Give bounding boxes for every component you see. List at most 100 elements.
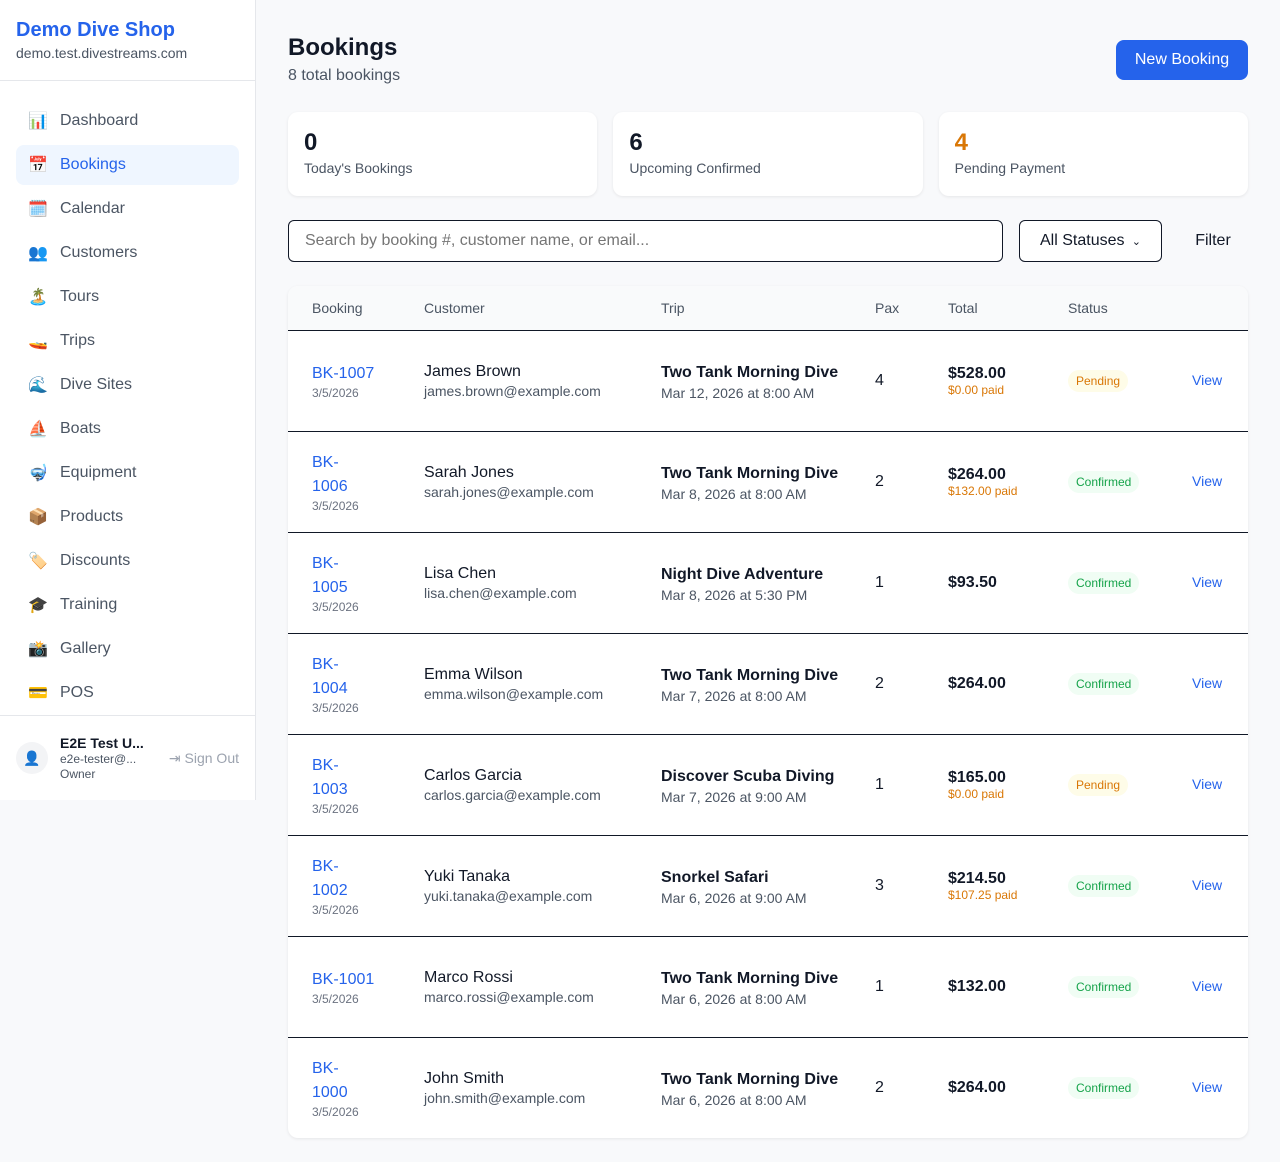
filter-button[interactable]: Filter bbox=[1178, 220, 1248, 262]
table-row: BK-1003 3/5/2026 Carlos Garcia carlos.garc… bbox=[288, 734, 1248, 836]
customer-name: John Smith bbox=[424, 1069, 505, 1087]
stat-value: 4 bbox=[954, 129, 969, 156]
pos-icon: 💳 bbox=[28, 685, 48, 702]
status-badge: Confirmed bbox=[1068, 571, 1140, 594]
table-row: BK-1002 3/5/2026 Yuki Tanaka yuki.tanaka@e… bbox=[288, 835, 1248, 937]
booking-link[interactable]: BK-1000 bbox=[312, 1059, 348, 1101]
sidebar-item-boats[interactable]: ⛵ Boats bbox=[16, 409, 239, 449]
equipment-icon: 🤿 bbox=[28, 465, 48, 482]
total: $132.00 bbox=[948, 977, 1006, 995]
sign-out-icon: ⇥ bbox=[168, 749, 185, 766]
sidebar-item-label: Tours bbox=[60, 288, 100, 305]
booking-date: 3/5/2026 bbox=[312, 902, 359, 917]
shop-name[interactable]: Demo Dive Shop bbox=[16, 19, 175, 41]
booking-link[interactable]: BK-1002 bbox=[312, 857, 348, 899]
trips-icon: 🚤 bbox=[28, 333, 48, 350]
products-icon: 📦 bbox=[28, 509, 48, 526]
dashboard-icon: 📊 bbox=[28, 113, 48, 130]
sidebar-item-trips[interactable]: 🚤 Trips bbox=[16, 321, 239, 361]
trip-name: Two Tank Morning Dive bbox=[661, 666, 839, 684]
sidebar-item-equipment[interactable]: 🤿 Equipment bbox=[16, 453, 239, 493]
stat-card: 4 Pending Payment bbox=[938, 112, 1248, 196]
booking-link[interactable]: BK-1003 bbox=[312, 756, 348, 798]
shop-domain: demo.test.divestreams.com bbox=[16, 45, 188, 61]
sidebar-item-calendar[interactable]: 🗓️ Calendar bbox=[16, 189, 239, 229]
sidebar-item-dashboard[interactable]: 📊 Dashboard bbox=[16, 101, 239, 141]
trip-name: Two Tank Morning Dive bbox=[661, 969, 839, 987]
status-badge: Confirmed bbox=[1068, 470, 1140, 493]
sidebar-item-products[interactable]: 📦 Products bbox=[16, 497, 239, 537]
booking-link[interactable]: BK-1007 bbox=[312, 364, 375, 382]
tours-icon: 🏝️ bbox=[28, 289, 48, 306]
booking-link[interactable]: BK-1006 bbox=[312, 453, 348, 495]
view-link[interactable]: View bbox=[1192, 876, 1223, 893]
total: $528.00 bbox=[948, 364, 1006, 382]
paid-amount: $107.25 paid bbox=[948, 887, 1018, 902]
pax: 2 bbox=[851, 633, 924, 735]
trip-date: Mar 7, 2026 at 9:00 AM bbox=[661, 788, 807, 805]
page-subtitle: 8 total bookings bbox=[288, 67, 401, 84]
booking-date: 3/5/2026 bbox=[312, 498, 359, 513]
column-header: Customer bbox=[400, 286, 637, 331]
stat-card: 6 Upcoming Confirmed bbox=[613, 112, 923, 196]
sidebar-item-label: Dashboard bbox=[60, 112, 139, 129]
view-link[interactable]: View bbox=[1192, 674, 1223, 691]
sidebar-item-discounts[interactable]: 🏷️ Discounts bbox=[16, 541, 239, 581]
customer-email: sarah.jones@example.com bbox=[424, 483, 594, 500]
trip-name: Two Tank Morning Dive bbox=[661, 363, 839, 381]
sidebar-item-bookings[interactable]: 📅 Bookings bbox=[16, 145, 239, 185]
sidebar-item-label: Dive Sites bbox=[60, 376, 133, 393]
customer-email: emma.wilson@example.com bbox=[424, 685, 604, 702]
total: $214.50 bbox=[948, 869, 1006, 887]
sidebar-item-training[interactable]: 🎓 Training bbox=[16, 585, 239, 625]
table-row: BK-1007 3/5/2026 James Brown james.brown@e… bbox=[288, 330, 1248, 432]
view-link[interactable]: View bbox=[1192, 472, 1223, 489]
pax: 1 bbox=[851, 734, 924, 836]
booking-link[interactable]: BK-1005 bbox=[312, 554, 348, 596]
column-header: Booking bbox=[288, 286, 400, 331]
trip-name: Two Tank Morning Dive bbox=[661, 1070, 839, 1088]
sidebar-item-label: Bookings bbox=[60, 156, 126, 173]
customer-name: Carlos Garcia bbox=[424, 766, 522, 784]
view-link[interactable]: View bbox=[1192, 573, 1223, 590]
status-select[interactable]: All Statuses ⌄ bbox=[1019, 220, 1162, 262]
paid-amount: $132.00 paid bbox=[948, 483, 1018, 498]
new-booking-button[interactable]: New Booking bbox=[1116, 40, 1248, 80]
status-badge: Pending bbox=[1068, 369, 1129, 392]
sign-out-button[interactable]: ⇥ Sign Out bbox=[169, 750, 239, 767]
sidebar-item-dive-sites[interactable]: 🌊 Dive Sites bbox=[16, 365, 239, 405]
view-link[interactable]: View bbox=[1192, 977, 1223, 994]
sidebar-item-pos[interactable]: 💳 POS bbox=[16, 673, 239, 713]
sidebar-item-tours[interactable]: 🏝️ Tours bbox=[16, 277, 239, 317]
page-title: Bookings bbox=[288, 34, 398, 61]
customer-name: Lisa Chen bbox=[424, 564, 497, 582]
view-link[interactable]: View bbox=[1192, 1078, 1223, 1095]
booking-link[interactable]: BK-1004 bbox=[312, 655, 348, 697]
total: $165.00 bbox=[948, 768, 1006, 786]
customers-icon: 👥 bbox=[28, 245, 48, 262]
customer-email: marco.rossi@example.com bbox=[424, 988, 594, 1005]
trip-date: Mar 7, 2026 at 8:00 AM bbox=[661, 687, 807, 704]
total: $264.00 bbox=[948, 1078, 1006, 1096]
calendar-icon: 🗓️ bbox=[28, 201, 48, 218]
booking-date: 3/5/2026 bbox=[312, 801, 359, 816]
bookings-icon: 📅 bbox=[28, 157, 48, 174]
trip-date: Mar 8, 2026 at 8:00 AM bbox=[661, 485, 807, 502]
paid-amount: $0.00 paid bbox=[948, 382, 1005, 397]
sidebar-item-label: POS bbox=[60, 684, 94, 701]
search-input[interactable] bbox=[288, 220, 1003, 262]
sidebar-item-customers[interactable]: 👥 Customers bbox=[16, 233, 239, 273]
gallery-icon: 📸 bbox=[28, 641, 48, 658]
booking-link[interactable]: BK-1001 bbox=[312, 970, 375, 988]
table-row: BK-1004 3/5/2026 Emma Wilson emma.wilson@e… bbox=[288, 633, 1248, 735]
status-badge: Confirmed bbox=[1068, 874, 1140, 897]
table-row: BK-1001 3/5/2026 Marco Rossi marco.rossi@e… bbox=[288, 936, 1248, 1038]
booking-date: 3/5/2026 bbox=[312, 385, 359, 400]
view-link[interactable]: View bbox=[1192, 775, 1223, 792]
view-link[interactable]: View bbox=[1192, 371, 1223, 388]
trip-name: Two Tank Morning Dive bbox=[661, 464, 839, 482]
customer-email: james.brown@example.com bbox=[424, 382, 601, 399]
sidebar-item-gallery[interactable]: 📸 Gallery bbox=[16, 629, 239, 669]
stat-label: Today's Bookings bbox=[304, 160, 413, 176]
sidebar-item-label: Equipment bbox=[60, 464, 137, 481]
